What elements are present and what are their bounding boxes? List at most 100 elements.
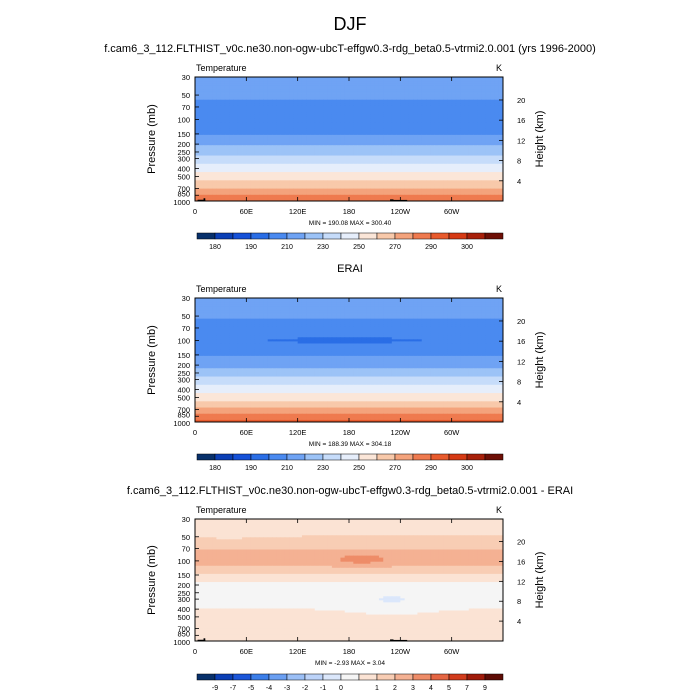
contour-cell <box>272 165 277 169</box>
contour-cell <box>464 304 470 307</box>
contour-cell <box>254 186 260 189</box>
contour-cell <box>473 120 478 123</box>
contour-cell <box>413 147 418 150</box>
contour-cell <box>212 196 217 200</box>
contour-cell <box>280 163 286 167</box>
contour-cell <box>323 298 329 301</box>
contour-cell <box>267 124 273 127</box>
contour-cell <box>421 188 427 192</box>
contour-cell <box>464 134 470 138</box>
contour-cell <box>494 105 500 109</box>
contour-cell <box>391 112 397 115</box>
contour-cell <box>357 126 363 130</box>
contour-cell <box>306 114 311 117</box>
contour-cell <box>430 120 435 123</box>
contour-cell <box>284 77 290 80</box>
contour-cell <box>344 101 350 105</box>
contour-cell <box>387 126 393 130</box>
contour-cell <box>246 308 252 311</box>
contour-cell <box>383 194 388 198</box>
contour-cell <box>490 116 495 119</box>
contour-cell <box>267 112 273 115</box>
contour-cell <box>485 308 491 311</box>
contour-cell <box>349 141 354 144</box>
contour-cell <box>426 147 431 150</box>
contour-cell <box>494 174 500 177</box>
contour-cell <box>297 116 303 119</box>
contour-cell <box>263 190 269 194</box>
contour-cell <box>306 172 311 175</box>
contour-cell <box>276 83 281 86</box>
contour-cell <box>451 95 457 99</box>
contour-cell <box>378 126 384 130</box>
contour-cell <box>199 174 204 177</box>
contour-cell <box>455 116 461 119</box>
contour-cell <box>237 180 243 183</box>
contour-cell <box>284 157 290 161</box>
contour-cell <box>220 130 226 134</box>
contour-cell <box>293 83 299 86</box>
contour-cell <box>353 308 358 311</box>
contour-cell <box>366 87 371 90</box>
contour-cell <box>203 85 209 88</box>
contour-cell <box>246 77 252 80</box>
contour-cell <box>289 93 294 96</box>
contour-cell <box>387 95 393 99</box>
contour-cell <box>216 310 222 313</box>
contour-cell <box>417 153 423 156</box>
contour-cell <box>195 126 200 130</box>
contour-cell <box>233 180 239 183</box>
contour-cell <box>438 163 444 167</box>
contour-cell <box>203 93 209 96</box>
contour-cell <box>494 110 500 113</box>
contour-cell <box>195 312 200 315</box>
contour-cell <box>396 302 401 305</box>
contour-cell <box>378 165 384 169</box>
contour-cell <box>327 95 333 99</box>
contour-cell <box>224 153 230 156</box>
contour-cell <box>220 190 226 194</box>
contour-cell <box>237 116 243 119</box>
contour-cell <box>344 77 350 80</box>
contour-cell <box>237 163 243 167</box>
contour-cell <box>485 186 491 189</box>
contour-cell <box>314 188 320 192</box>
contour-cell <box>203 314 209 317</box>
contour-cell <box>383 89 388 92</box>
contour-cell <box>370 192 376 196</box>
contour-cell <box>430 302 435 305</box>
contour-cell <box>344 81 350 84</box>
contour-cell <box>366 194 371 198</box>
contour-cell <box>289 312 294 315</box>
contour-cell <box>374 141 380 144</box>
contour-cell <box>447 83 453 86</box>
contour-cell <box>216 161 222 165</box>
contour-cell <box>229 308 234 311</box>
contour-cell <box>366 188 371 192</box>
contour-cell <box>396 143 401 146</box>
contour-cell <box>207 182 213 185</box>
contour-cell <box>272 81 277 84</box>
contour-cell <box>276 120 281 123</box>
contour-cell <box>212 147 217 150</box>
contour-cell <box>254 300 260 303</box>
contour-cell <box>212 77 217 80</box>
contour-cell <box>434 124 440 127</box>
contour-cell <box>246 306 252 309</box>
contour-cell <box>498 182 504 185</box>
contour-cell <box>434 145 440 148</box>
contour-cell <box>417 87 423 90</box>
contour-cell <box>319 165 324 169</box>
contour-cell <box>344 124 350 127</box>
contour-cell <box>455 174 461 177</box>
contour-cell <box>485 83 491 86</box>
contour-cell <box>434 163 440 167</box>
contour-cell <box>263 83 269 86</box>
contour-cell <box>242 87 247 90</box>
contour-cell <box>314 105 320 109</box>
contour-cell <box>455 99 461 103</box>
contour-cell <box>490 157 495 161</box>
contour-cell <box>426 124 431 127</box>
contour-cell <box>396 139 401 142</box>
contour-cell <box>378 186 384 189</box>
